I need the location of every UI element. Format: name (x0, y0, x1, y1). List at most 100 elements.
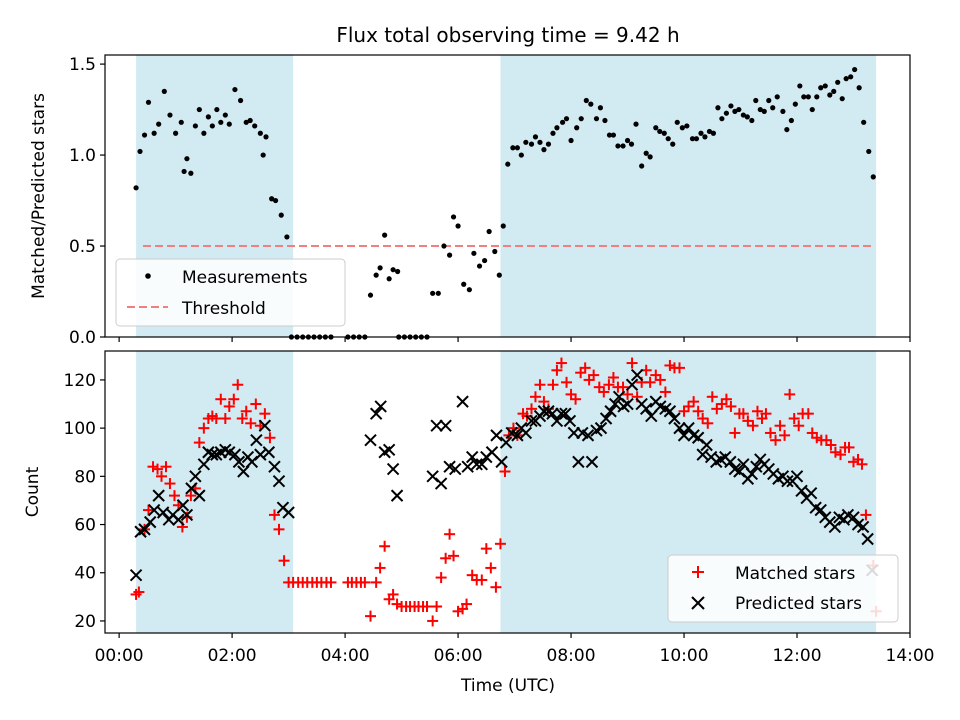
predicted-star-point (559, 407, 572, 420)
matched-star-point (499, 466, 511, 478)
measurement-point (461, 281, 467, 287)
bottom-y-tick-label: 80 (74, 467, 96, 487)
measurement-point (843, 76, 849, 82)
measurement-point (568, 137, 574, 144)
matched-star-point (245, 417, 257, 429)
matched-star-point (374, 562, 386, 574)
predicted-star-point (663, 405, 677, 418)
measurement-point (856, 85, 862, 91)
measurement-point (161, 88, 167, 94)
chart-title: Flux total observing time = 9.42 h (336, 23, 679, 47)
predicted-star-point (563, 414, 577, 428)
predicted-star-point (180, 508, 194, 522)
measurement-point (583, 97, 589, 104)
measurement-point (792, 101, 798, 107)
matched-star-point (476, 574, 488, 586)
measurement-point (278, 212, 284, 218)
measurement-point (554, 125, 560, 131)
matched-star-point (692, 405, 704, 417)
predicted-star-point (625, 378, 639, 391)
matched-star-point (697, 412, 709, 424)
measurement-point (545, 141, 552, 147)
measurement-point (757, 106, 763, 113)
measurement-point (784, 126, 790, 133)
matched-star-point (843, 441, 855, 453)
matched-star-point (259, 408, 271, 420)
predicted-star-point (594, 421, 608, 435)
measurement-point (247, 117, 253, 124)
measurement-point (693, 136, 700, 142)
measurement-point (382, 232, 388, 238)
measurement-point (496, 272, 502, 278)
matched-star-point (215, 393, 227, 405)
predicted-star-point (585, 455, 599, 469)
measurement-point (446, 252, 453, 258)
matched-star-point (729, 427, 741, 439)
bottom-y-tick-label: 60 (74, 516, 96, 536)
count-panel: 20 40 60 80 100 120 00:00 02:00 04:00 06:00 08:00… (23, 350, 935, 696)
matched-star-point (480, 543, 492, 555)
ratio-panel: 0.0 0.5 1.0 1.5 Matched/Predicted stars Mea… (29, 54, 911, 348)
matched-star-point (829, 446, 841, 458)
matched-star-point (490, 581, 502, 593)
bottom-x-tick-label: 00:00 (95, 646, 144, 666)
measurement-point (257, 130, 263, 136)
bottom-x-tick-label: 06:00 (434, 646, 483, 666)
measurement-point (486, 228, 492, 235)
measurement-point (615, 143, 621, 149)
predicted-star-point (795, 484, 808, 498)
predicted-star-point (490, 429, 503, 442)
matched-star-point (561, 376, 573, 388)
predicted-star-point (525, 414, 538, 428)
predicted-star-point (621, 397, 634, 411)
matched-star-point (526, 403, 538, 415)
matched-star-point (365, 610, 377, 622)
matched-star-point (152, 463, 164, 475)
measurement-point (541, 147, 547, 153)
measurement-point (226, 121, 232, 127)
measurement-point (386, 276, 392, 282)
predicted-star-point (475, 458, 489, 471)
matched-star-point (264, 432, 276, 444)
matched-star-point (435, 572, 447, 584)
matched-star-point (223, 400, 235, 412)
measurement-point (797, 83, 803, 89)
top-y-axis-label: Matched/Predicted stars (29, 93, 49, 299)
measurement-point (263, 134, 269, 140)
measurement-point (702, 134, 708, 140)
matched-star-point (168, 490, 180, 502)
predicted-star-point (138, 523, 151, 536)
predicted-star-point (645, 409, 658, 423)
measurement-point (732, 108, 738, 114)
bottom-y-tick-label: 120 (64, 371, 96, 391)
matched-star-point (702, 417, 714, 429)
matched-star-point (529, 391, 541, 403)
matched-star-point (387, 588, 399, 600)
matched-star-point (856, 458, 868, 470)
matched-star-point (751, 405, 763, 417)
top-y-tick-label: 1.0 (69, 146, 96, 166)
measurement-point (831, 88, 837, 94)
measurement-point (390, 267, 396, 273)
matched-star-point (802, 408, 814, 420)
measurement-point (145, 99, 152, 105)
predicted-star-point (176, 499, 190, 512)
measurement-point (710, 130, 717, 136)
measurement-point (715, 105, 721, 111)
measurement-point (455, 223, 461, 229)
predicted-star-point (461, 460, 474, 473)
measurement-point (588, 101, 594, 107)
predicted-star-point (465, 450, 479, 464)
matched-stars-series (130, 357, 882, 627)
measurement-point (805, 94, 811, 100)
measurement-point (684, 123, 690, 129)
predicted-star-point (147, 503, 161, 517)
bottom-y-axis-label: Count (23, 466, 43, 517)
matched-star-point (706, 391, 718, 403)
matched-star-point (598, 386, 610, 398)
bottom-x-tick-label: 04:00 (321, 646, 370, 666)
measurement-point (273, 197, 279, 204)
measurement-point (237, 97, 244, 104)
matched-star-point (570, 393, 582, 405)
predicted-star-point (499, 436, 513, 449)
